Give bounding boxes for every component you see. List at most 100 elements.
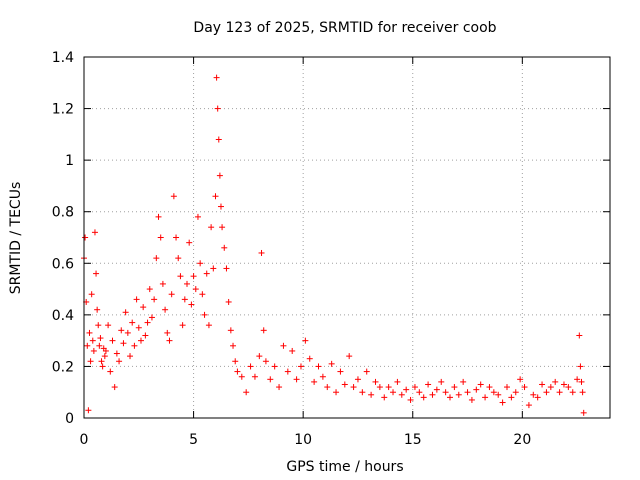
data-point (447, 394, 454, 401)
data-point (420, 394, 427, 401)
data-point (337, 368, 344, 375)
data-point (232, 358, 239, 365)
data-point (120, 340, 127, 347)
data-point (381, 394, 388, 401)
data-point (168, 291, 175, 298)
y-tick-label: 0.2 (52, 359, 74, 375)
data-point (508, 394, 515, 401)
data-point (319, 373, 326, 380)
data-point (280, 342, 287, 349)
data-point (109, 337, 116, 344)
data-point (155, 213, 162, 220)
data-point (219, 224, 226, 231)
data-point (238, 373, 245, 380)
data-point (556, 389, 563, 396)
data-point (451, 384, 458, 391)
data-point (490, 389, 497, 396)
data-point (560, 381, 567, 388)
data-point (398, 391, 405, 398)
data-point (111, 384, 118, 391)
data-point (227, 327, 234, 334)
data-point (164, 329, 171, 336)
data-point (271, 363, 278, 370)
data-point (302, 337, 309, 344)
data-point (215, 136, 222, 143)
data-point (99, 363, 106, 370)
data-point (212, 193, 219, 200)
data-point (372, 378, 379, 385)
data-point (569, 389, 576, 396)
data-point (486, 384, 493, 391)
data-point (118, 327, 125, 334)
x-tick-label: 15 (404, 432, 422, 448)
data-point (363, 368, 370, 375)
data-point (468, 396, 475, 403)
data-point (107, 368, 114, 375)
x-tick-label: 0 (80, 432, 89, 448)
data-point (179, 322, 186, 329)
data-point (425, 381, 432, 388)
data-point (477, 381, 484, 388)
data-point (403, 386, 410, 393)
data-point (188, 301, 195, 308)
data-point (230, 342, 237, 349)
data-point (208, 224, 215, 231)
grid (84, 57, 610, 418)
data-point (88, 291, 95, 298)
data-point (534, 394, 541, 401)
data-point (181, 296, 188, 303)
data-point (578, 378, 585, 385)
x-axis-label: GPS time / hours (286, 459, 403, 475)
data-point (243, 389, 250, 396)
data-point (521, 384, 528, 391)
data-point (394, 378, 401, 385)
data-point (328, 360, 335, 367)
data-point (102, 347, 109, 354)
data-point (105, 322, 112, 329)
data-point (350, 384, 357, 391)
data-point (190, 273, 197, 280)
data-point (411, 384, 418, 391)
data-point (442, 389, 449, 396)
data-point (153, 255, 160, 262)
data-point (210, 265, 217, 272)
data-point (464, 389, 471, 396)
data-point (311, 378, 318, 385)
data-point (214, 105, 221, 112)
x-tick-label: 10 (294, 432, 312, 448)
data-point (216, 172, 223, 179)
data-point (574, 376, 581, 383)
data-point (433, 386, 440, 393)
data-point (166, 337, 173, 344)
data-point (122, 309, 129, 316)
data-point (503, 384, 510, 391)
data-point (98, 358, 105, 365)
data-point (90, 347, 97, 354)
data-point (84, 342, 91, 349)
data-point (495, 391, 502, 398)
data-point (580, 409, 587, 416)
data-point (170, 193, 177, 200)
data-point (205, 322, 212, 329)
data-point (499, 399, 506, 406)
data-point (341, 381, 348, 388)
data-point (116, 358, 123, 365)
data-point (262, 358, 269, 365)
y-tick-label: 1.2 (52, 102, 74, 118)
data-point (133, 296, 140, 303)
data-point (297, 363, 304, 370)
data-point (234, 368, 241, 375)
data-point (113, 350, 120, 357)
data-point (199, 291, 206, 298)
y-tick-label: 0.8 (52, 205, 74, 221)
data-point (159, 280, 166, 287)
y-tick-label: 1 (65, 153, 74, 169)
data-point (576, 332, 583, 339)
data-point (455, 391, 462, 398)
data-point (89, 337, 96, 344)
data-point (530, 391, 537, 398)
data-point (293, 376, 300, 383)
data-point (95, 322, 102, 329)
data-point (140, 304, 147, 311)
data-point (91, 229, 98, 236)
